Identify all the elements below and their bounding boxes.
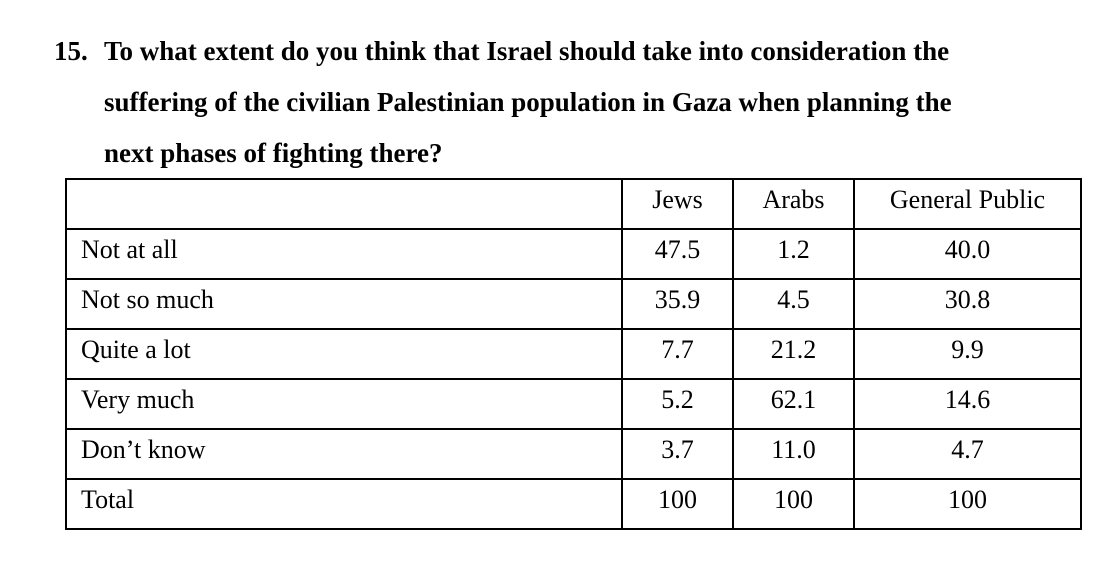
row-label: Not at all <box>65 228 623 280</box>
cell-jews: 35.9 <box>621 278 734 330</box>
cell-general-public: 40.0 <box>853 228 1082 280</box>
row-label: Quite a lot <box>65 328 623 380</box>
cell-arabs: 100 <box>732 478 855 530</box>
header-empty-cell <box>65 178 623 230</box>
cell-jews: 100 <box>621 478 734 530</box>
table-row: Quite a lot 7.7 21.2 9.9 <box>65 328 1082 380</box>
cell-general-public: 30.8 <box>853 278 1082 330</box>
results-table: Jews Arabs General Public Not at all 47.… <box>65 178 1082 530</box>
cell-jews: 7.7 <box>621 328 734 380</box>
header-general-public: General Public <box>853 178 1082 230</box>
cell-arabs: 62.1 <box>732 378 855 430</box>
question-text-line-2: suffering of the civilian Palestinian po… <box>104 87 952 117</box>
question-text-line-3: next phases of fighting there? <box>104 138 443 168</box>
cell-general-public: 9.9 <box>853 328 1082 380</box>
cell-jews: 3.7 <box>621 428 734 480</box>
table-header-row: Jews Arabs General Public <box>65 178 1082 230</box>
table-row: Total 100 100 100 <box>65 478 1082 530</box>
table-row: Not at all 47.5 1.2 40.0 <box>65 228 1082 280</box>
row-label: Total <box>65 478 623 530</box>
cell-jews: 5.2 <box>621 378 734 430</box>
table-row: Very much 5.2 62.1 14.6 <box>65 378 1082 430</box>
cell-arabs: 4.5 <box>732 278 855 330</box>
question-text-line-1: To what extent do you think that Israel … <box>104 36 950 66</box>
question-block: 15. To what extent do you think that Isra… <box>54 26 1054 179</box>
cell-arabs: 21.2 <box>732 328 855 380</box>
cell-arabs: 11.0 <box>732 428 855 480</box>
row-label: Very much <box>65 378 623 430</box>
cell-general-public: 100 <box>853 478 1082 530</box>
row-label: Don’t know <box>65 428 623 480</box>
cell-general-public: 4.7 <box>853 428 1082 480</box>
header-arabs: Arabs <box>732 178 855 230</box>
cell-arabs: 1.2 <box>732 228 855 280</box>
question-line-3: next phases of fighting there? <box>54 128 1054 179</box>
row-label: Not so much <box>65 278 623 330</box>
question-line-2: suffering of the civilian Palestinian po… <box>54 77 1054 128</box>
header-jews: Jews <box>621 178 734 230</box>
question-line-1: 15. To what extent do you think that Isra… <box>54 26 1054 77</box>
cell-jews: 47.5 <box>621 228 734 280</box>
table-row: Not so much 35.9 4.5 30.8 <box>65 278 1082 330</box>
cell-general-public: 14.6 <box>853 378 1082 430</box>
table-row: Don’t know 3.7 11.0 4.7 <box>65 428 1082 480</box>
question-number: 15. <box>54 36 88 66</box>
